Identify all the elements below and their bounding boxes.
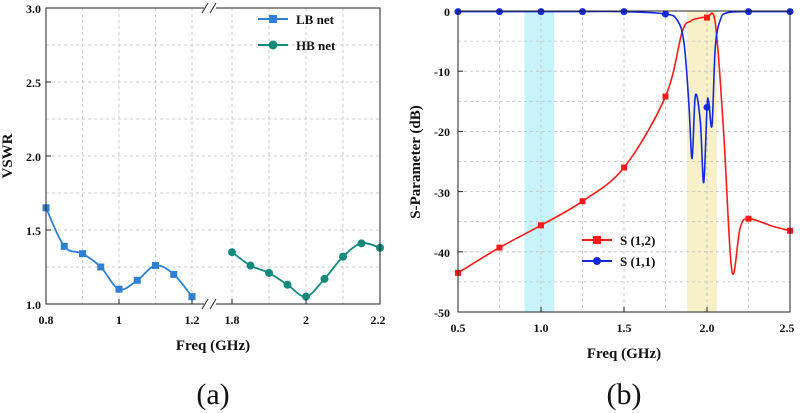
x-tick-label: 2.2	[371, 313, 386, 327]
data-point	[170, 270, 178, 278]
data-point	[496, 8, 503, 16]
y-tick-label: 3.0	[26, 2, 41, 16]
x-tick-label: 1	[116, 313, 122, 327]
y-tick-label: -20	[434, 125, 450, 139]
data-point	[704, 14, 710, 21]
chart-b-ticks	[457, 10, 791, 313]
chart-a-ticks	[45, 7, 381, 305]
data-point	[662, 93, 669, 100]
y-tick-label: 0	[444, 5, 450, 19]
x-tick-label: 2	[303, 313, 309, 327]
data-point	[79, 250, 86, 258]
x-tick-label: 0.5	[451, 321, 466, 335]
data-point	[246, 261, 255, 270]
y-tick-label: 2.5	[26, 76, 41, 90]
y-axis-title: VSWR	[0, 133, 16, 178]
data-point	[188, 293, 196, 301]
data-point	[265, 268, 273, 277]
chart-a-series	[42, 204, 384, 301]
chart-b-series	[454, 8, 794, 276]
legend-label-s11: S (1,1)	[620, 254, 655, 269]
data-point	[357, 239, 366, 248]
series-line-s11	[458, 10, 791, 184]
data-point	[228, 248, 236, 257]
x-tick-label: 2.5	[780, 321, 795, 335]
legend-label-lb: LB net	[296, 12, 335, 27]
y-axis-title: S-Parameter (dB)	[408, 105, 424, 218]
x-tick-label: 1.8	[225, 313, 240, 327]
series-line-hb	[231, 242, 381, 298]
data-point	[152, 262, 159, 270]
data-point	[538, 222, 544, 229]
legend-marker-s12	[593, 236, 601, 244]
legend-marker-hb	[268, 40, 278, 50]
legend-label-s12: S (1,2)	[620, 233, 655, 248]
x-tick-label: 1.2	[185, 313, 200, 327]
data-point	[537, 8, 545, 16]
x-tick-label: 1.0	[534, 321, 549, 335]
x-axis-title: Freq (GHz)	[587, 346, 661, 362]
data-point	[745, 8, 752, 16]
x-tick-label: 0.8	[39, 313, 54, 327]
data-point	[320, 274, 329, 283]
chart-b-grid	[458, 11, 790, 312]
legend-marker-s11	[593, 257, 601, 265]
x-axis-title: Freq (GHz)	[176, 338, 250, 354]
legend-label-hb: HB net	[296, 38, 336, 53]
data-point	[133, 276, 141, 284]
data-point	[283, 280, 292, 289]
x-tick-label: 2.0	[700, 321, 715, 335]
data-point	[662, 10, 669, 18]
data-point	[60, 242, 68, 250]
data-point	[621, 164, 627, 171]
data-point	[579, 8, 586, 16]
y-tick-label: 1.5	[26, 224, 41, 238]
data-point	[620, 8, 628, 16]
data-point	[579, 198, 586, 205]
panel-label-a: (a)	[196, 378, 229, 411]
data-point	[97, 263, 105, 271]
axis-break-mark-bottom	[201, 298, 217, 310]
y-tick-label: -30	[434, 186, 450, 200]
y-tick-label: -10	[434, 65, 450, 79]
data-point	[302, 292, 310, 301]
panel-label-b: (b)	[607, 378, 642, 411]
data-point	[703, 103, 711, 111]
y-tick-label: -50	[434, 306, 450, 320]
data-point	[115, 285, 123, 293]
y-tick-label: 1.0	[26, 298, 41, 312]
data-point	[496, 244, 503, 251]
axis-break-mark-top	[201, 2, 217, 14]
legend-marker-lb	[269, 15, 277, 23]
chart-a: 1.0 1.5 2.0 2.5 3.0 0.8 1 1.2 1.8 2 2.2 …	[0, 2, 386, 411]
y-tick-label: 2.0	[26, 150, 41, 164]
x-tick-label: 1.5	[617, 321, 632, 335]
chart-b: 0 -10 -20 -30 -40 -50 0.5 1.0 1.5 2.0 2.…	[408, 5, 795, 411]
data-point	[339, 252, 347, 261]
data-point	[745, 215, 752, 222]
legend: S (1,2) S (1,1)	[582, 233, 655, 269]
y-tick-label: -40	[434, 246, 450, 260]
legend: LB net HB net	[258, 12, 336, 53]
series-line-lb	[45, 207, 193, 298]
